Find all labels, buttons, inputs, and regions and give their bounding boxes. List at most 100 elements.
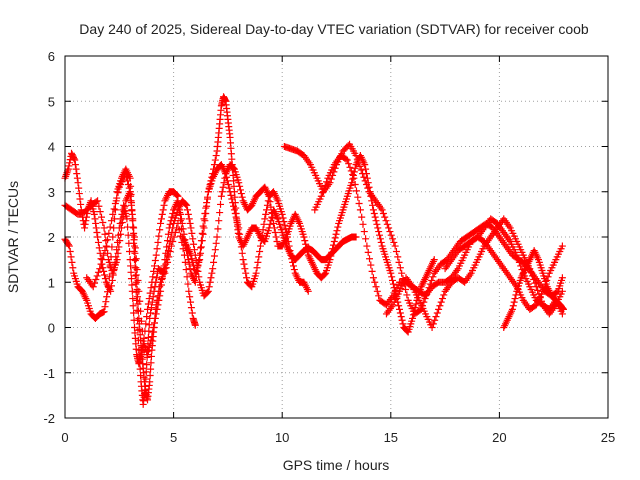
data-point-marker	[130, 224, 138, 232]
data-point-marker	[357, 166, 365, 174]
data-point-marker	[168, 213, 176, 221]
data-point-marker	[183, 247, 191, 255]
data-point-marker	[145, 295, 153, 303]
data-point-marker	[398, 269, 406, 277]
data-point-marker	[358, 213, 366, 221]
data-point-marker	[123, 173, 131, 181]
data-point-marker	[513, 251, 521, 259]
data-point-marker	[238, 193, 246, 201]
data-point-marker	[304, 287, 312, 295]
data-point-marker	[390, 238, 398, 246]
data-point-marker	[126, 256, 134, 264]
data-point-marker	[282, 225, 290, 233]
data-point-marker	[209, 265, 217, 273]
data-point-marker	[199, 222, 207, 230]
data-point-marker	[127, 268, 135, 276]
data-point-marker	[355, 159, 363, 167]
data-point-marker	[431, 316, 439, 324]
data-point-marker	[186, 293, 194, 301]
data-point-marker	[303, 244, 311, 252]
data-point-marker	[203, 288, 211, 296]
data-point-marker	[559, 304, 567, 312]
data-point-marker	[381, 213, 389, 221]
data-point-marker	[126, 247, 134, 255]
data-point-marker	[68, 258, 76, 266]
data-point-marker	[281, 221, 289, 229]
data-point-marker	[184, 280, 192, 288]
data-point-marker	[210, 252, 218, 260]
data-point-marker	[238, 249, 246, 257]
data-point-marker	[137, 317, 145, 325]
x-tick-label: 15	[384, 430, 398, 445]
data-point-marker	[97, 213, 105, 221]
data-point-marker	[360, 173, 368, 181]
data-point-marker	[352, 233, 360, 241]
data-point-marker	[145, 321, 153, 329]
data-point-marker	[206, 278, 214, 286]
data-point-marker	[214, 225, 222, 233]
data-point-marker	[224, 181, 232, 189]
data-point-marker	[429, 320, 437, 328]
data-point-marker	[264, 197, 272, 205]
data-point-marker	[215, 217, 223, 225]
data-point-marker	[100, 251, 108, 259]
data-point-marker	[106, 223, 114, 231]
data-point-marker	[165, 224, 173, 232]
data-point-marker	[143, 361, 151, 369]
data-point-marker	[379, 209, 387, 217]
data-point-marker	[398, 316, 406, 324]
data-point-marker	[361, 161, 369, 169]
data-point-marker	[185, 260, 193, 268]
y-tick-label: 6	[48, 49, 55, 64]
data-point-marker	[300, 233, 308, 241]
data-point-marker	[289, 258, 297, 266]
data-point-marker	[151, 257, 159, 265]
data-point-marker	[125, 239, 133, 247]
data-point-marker	[161, 256, 169, 264]
data-point-marker	[351, 181, 359, 189]
data-point-marker	[230, 202, 238, 210]
data-point-marker	[70, 155, 78, 163]
data-point-marker	[124, 181, 132, 189]
data-point-marker	[193, 267, 201, 275]
data-point-marker	[182, 241, 190, 249]
data-point-marker	[518, 266, 526, 274]
data-point-marker	[101, 275, 109, 283]
series-sat-9	[441, 215, 566, 318]
data-point-marker	[326, 256, 334, 264]
data-point-marker	[93, 228, 101, 236]
data-point-marker	[187, 304, 195, 312]
data-point-marker	[364, 248, 372, 256]
data-point-marker	[89, 283, 97, 291]
data-point-marker	[440, 291, 448, 299]
data-point-marker	[287, 251, 295, 259]
data-point-marker	[202, 204, 210, 212]
data-point-marker	[200, 215, 208, 223]
data-point-marker	[253, 264, 261, 272]
data-point-marker	[257, 237, 265, 245]
data-point-marker	[285, 242, 293, 250]
data-point-marker	[230, 164, 238, 172]
x-tick-label: 0	[61, 430, 68, 445]
data-point-marker	[241, 265, 249, 273]
data-point-marker	[144, 347, 152, 355]
data-point-marker	[373, 220, 381, 228]
data-point-marker	[211, 156, 219, 164]
data-point-marker	[176, 206, 184, 214]
data-point-marker	[73, 170, 81, 178]
data-point-marker	[515, 258, 523, 266]
data-point-marker	[374, 224, 382, 232]
data-point-marker	[146, 289, 154, 297]
data-point-marker	[105, 273, 113, 281]
data-point-marker	[91, 279, 99, 287]
data-point-marker	[553, 288, 561, 296]
y-axis-label: SDTVAR / TECUs	[5, 181, 21, 293]
data-point-marker	[128, 281, 136, 289]
data-point-marker	[331, 234, 339, 242]
data-point-marker	[236, 182, 244, 190]
data-point-marker	[256, 247, 264, 255]
data-point-marker	[243, 274, 251, 282]
data-point-marker	[164, 230, 172, 238]
data-point-marker	[138, 327, 146, 335]
